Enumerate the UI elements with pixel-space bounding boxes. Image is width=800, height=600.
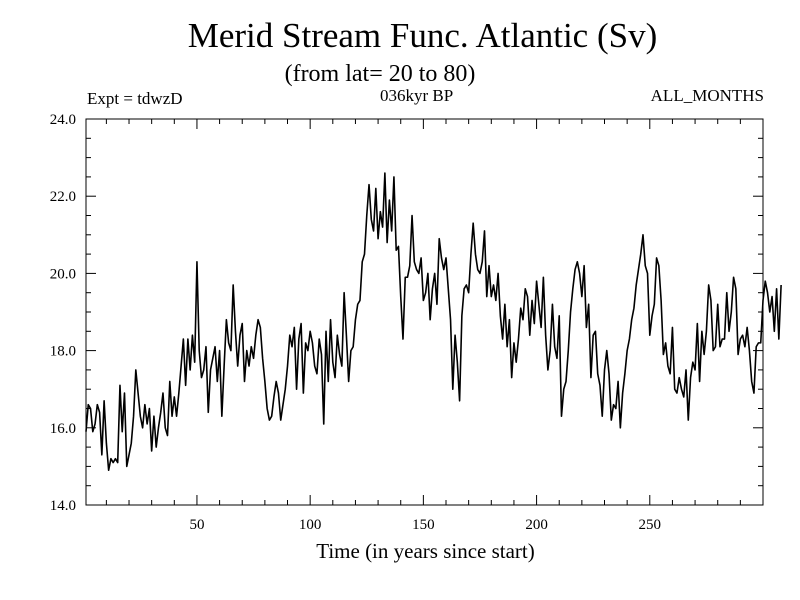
y-tick-label: 24.0: [50, 112, 76, 128]
x-tick-label: 50: [189, 517, 204, 533]
y-tick-label: 14.0: [50, 498, 76, 514]
x-tick-label: 200: [525, 517, 548, 533]
y-tick-label: 22.0: [50, 189, 76, 205]
y-tick-label: 18.0: [50, 344, 76, 360]
x-tick-labels: 50 100 150 200 250: [189, 517, 661, 533]
y-tick-label: 20.0: [50, 266, 76, 282]
x-tick-label: 100: [299, 517, 322, 533]
experiment-label: Expt = tdwzD: [87, 89, 183, 108]
chart-subtitle: (from lat= 20 to 80): [284, 61, 476, 87]
period-label: 036kyr BP: [380, 86, 454, 105]
series-line: [85, 172, 782, 472]
x-tick-label: 150: [412, 517, 435, 533]
x-axis-label: Time (in years since start): [316, 539, 535, 563]
chart-title: Merid Stream Func. Atlantic (Sv): [187, 16, 658, 55]
x-tick-label: 250: [639, 517, 662, 533]
y-tick-label: 16.0: [50, 421, 76, 437]
tick-marks: [86, 118, 763, 506]
y-tick-labels: 14.0 16.0 18.0 20.0 22.0 24.0: [50, 112, 76, 514]
months-label: ALL_MONTHS: [650, 86, 764, 105]
